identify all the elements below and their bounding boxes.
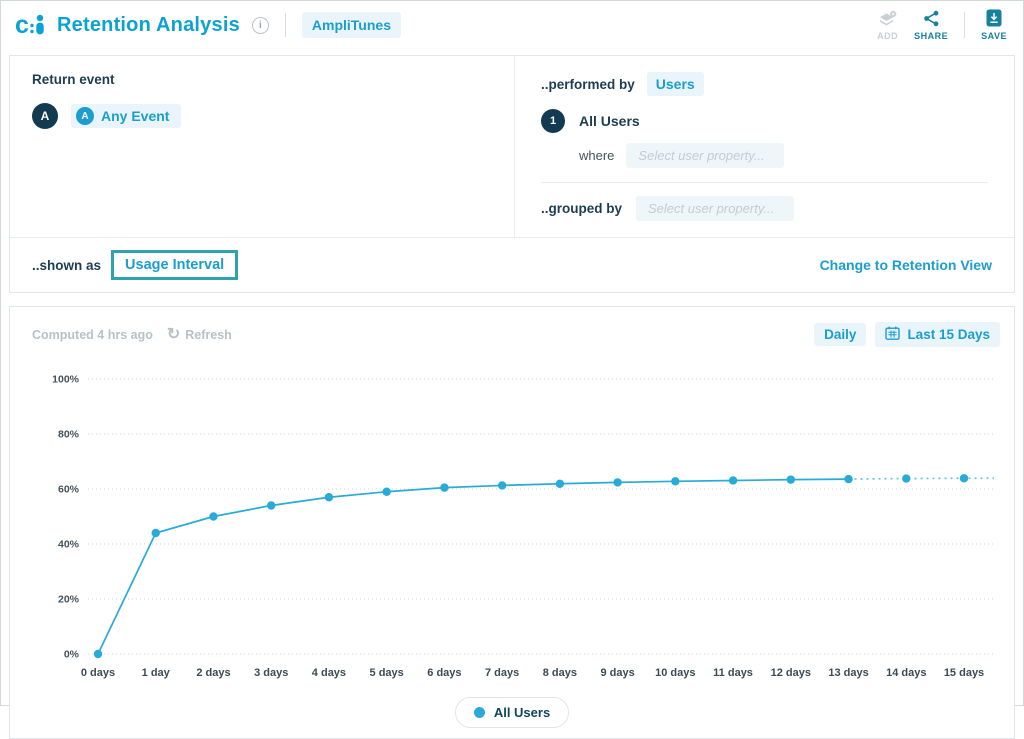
data-point[interactable] [728, 476, 738, 485]
x-axis-tick: 10 days [655, 667, 695, 679]
header-divider [284, 13, 286, 37]
retention-chart: 0% 20% 40% 60% 80% 100% 0 days 1 day 2 days 3 day… [52, 374, 994, 679]
calendar-icon [885, 326, 901, 343]
performed-by-label: ..performed by [541, 76, 635, 92]
users-pill[interactable]: Users [646, 72, 704, 96]
shown-as-label: ..shown as [32, 257, 102, 273]
return-event-panel: Return event A A Any Event [10, 56, 515, 237]
share-label: SHARE [914, 30, 949, 41]
grouped-by-property-input[interactable]: Select user property... [636, 196, 794, 221]
refresh-label: Refresh [185, 327, 232, 342]
x-axis-tick: 14 days [886, 667, 926, 679]
return-event-label: Return event [32, 72, 115, 87]
computed-timestamp: Computed 4 hrs ago [32, 327, 153, 342]
x-axis-tick: 0 days [81, 667, 115, 679]
data-point[interactable] [959, 474, 969, 483]
date-range-button[interactable]: Last 15 Days [875, 322, 1000, 347]
date-range-label: Last 15 Days [907, 327, 990, 342]
data-point[interactable] [786, 475, 795, 484]
x-axis-tick: 8 days [543, 667, 577, 679]
any-event-pill[interactable]: A Any Event [71, 104, 182, 128]
x-axis-tick: 12 days [771, 667, 811, 679]
data-point[interactable] [209, 512, 218, 521]
data-point[interactable] [902, 474, 911, 483]
data-point[interactable] [151, 528, 160, 538]
save-button[interactable]: SAVE [981, 9, 1007, 41]
retention-line-projection [848, 477, 994, 480]
x-axis-tick: 6 days [427, 667, 461, 679]
data-point[interactable] [613, 478, 622, 487]
data-point[interactable] [267, 501, 276, 510]
change-to-retention-view-link[interactable]: Change to Retention View [819, 257, 992, 273]
chart-card: Computed 4 hrs ago ↻ Refresh Daily Last … [9, 306, 1015, 739]
chart-legend: All Users [10, 697, 1014, 728]
query-builder-card: Return event A A Any Event ..performed b… [9, 55, 1015, 293]
data-point[interactable] [671, 477, 680, 486]
x-axis-tick: 1 day [142, 667, 171, 679]
refresh-button[interactable]: ↻ Refresh [166, 325, 232, 343]
y-axis-tick: 0% [64, 649, 80, 661]
data-point[interactable] [440, 483, 449, 492]
data-point[interactable] [497, 481, 507, 490]
data-point[interactable] [324, 493, 334, 502]
data-point[interactable] [382, 487, 391, 496]
actions-divider [964, 12, 966, 38]
app-badge[interactable]: AmpliTunes [301, 12, 401, 38]
any-event-icon: A [76, 107, 94, 125]
x-axis-tick: 5 days [370, 667, 404, 679]
share-icon [923, 10, 940, 29]
y-axis-tick: 80% [58, 429, 80, 441]
save-icon [986, 9, 1002, 29]
any-event-label: Any Event [101, 108, 170, 124]
y-axis-tick: 20% [58, 594, 80, 606]
svg-text:c: c [15, 12, 29, 38]
x-axis-tick: 13 days [828, 667, 868, 679]
add-layers-icon [878, 10, 897, 29]
data-point[interactable] [93, 649, 103, 659]
page-title: Retention Analysis [57, 13, 240, 36]
x-axis-tick: 9 days [600, 667, 634, 679]
x-axis-tick: 2 days [196, 667, 230, 679]
segment-number[interactable]: 1 [541, 109, 565, 133]
x-axis-tick: 7 days [485, 667, 519, 679]
add-button[interactable]: ADD [877, 10, 898, 41]
refresh-icon: ↻ [166, 325, 181, 343]
add-label: ADD [877, 30, 899, 41]
legend-series-label: All Users [493, 705, 551, 720]
x-axis-tick: 11 days [713, 667, 753, 679]
y-axis-tick: 60% [58, 484, 80, 496]
y-axis-tick: 100% [52, 374, 80, 386]
app-header: c Retention Analysis i AmpliTunes ADD [1, 1, 1023, 49]
x-axis-tick: 15 days [944, 667, 984, 679]
event-row-letter[interactable]: A [32, 103, 58, 129]
share-button[interactable]: SHARE [914, 10, 948, 41]
legend-item-all-users[interactable]: All Users [454, 697, 570, 728]
grouped-by-label: ..grouped by [541, 201, 622, 216]
save-label: SAVE [981, 31, 1007, 41]
info-icon[interactable]: i [251, 16, 269, 34]
y-axis-tick: 40% [58, 539, 80, 551]
segment-name: All Users [579, 113, 640, 129]
legend-series-dot [473, 707, 485, 718]
where-property-input[interactable]: Select user property... [626, 143, 785, 168]
where-label: where [579, 148, 615, 163]
x-axis-tick: 4 days [312, 667, 346, 679]
data-point[interactable] [844, 474, 853, 484]
app-logo-icon: c [15, 12, 47, 38]
performed-by-panel: ..performed by Users 1 All Users where S… [515, 56, 1014, 237]
retention-line [97, 478, 849, 655]
grouped-by-divider [541, 182, 988, 183]
interval-button[interactable]: Daily [814, 323, 867, 346]
usage-interval-button[interactable]: Usage Interval [111, 250, 239, 280]
x-axis-tick: 3 days [254, 667, 288, 679]
data-point[interactable] [555, 479, 565, 488]
shown-as-row: ..shown as Usage Interval Change to Rete… [10, 237, 1014, 292]
